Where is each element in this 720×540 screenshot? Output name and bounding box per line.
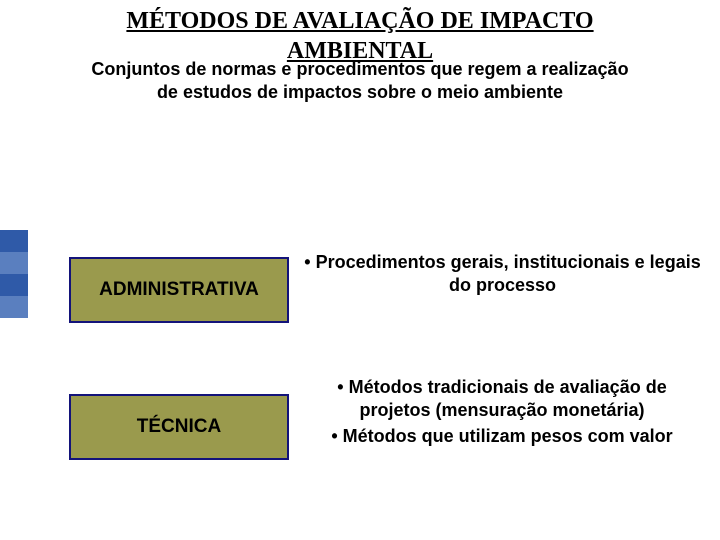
subtitle-line1: Conjuntos de normas e procedimentos que … xyxy=(40,58,680,81)
slide-subtitle: Conjuntos de normas e procedimentos que … xyxy=(40,58,680,103)
side-tabs xyxy=(0,230,28,318)
bullet-item: • Métodos tradicionais de avaliação de p… xyxy=(302,376,702,421)
side-tab-2 xyxy=(0,252,28,274)
side-tab-4 xyxy=(0,296,28,318)
category-box-tecnica: TÉCNICA xyxy=(69,394,289,460)
side-tab-1 xyxy=(0,230,28,252)
bullets-administrativa: • Procedimentos gerais, institucionais e… xyxy=(300,251,705,300)
side-tab-3 xyxy=(0,274,28,296)
subtitle-line2: de estudos de impactos sobre o meio ambi… xyxy=(40,81,680,104)
category-label-2: TÉCNICA xyxy=(137,416,221,438)
bullet-item: • Procedimentos gerais, institucionais e… xyxy=(300,251,705,296)
bullets-tecnica: • Métodos tradicionais de avaliação de p… xyxy=(302,376,702,452)
category-label-1: ADMINISTRATIVA xyxy=(99,279,259,301)
title-text-1: MÉTODOS DE AVALIAÇÃO DE IMPACTO xyxy=(126,8,593,34)
slide-title-line1: MÉTODOS DE AVALIAÇÃO DE IMPACTO xyxy=(0,8,720,35)
bullet-item: • Métodos que utilizam pesos com valor xyxy=(302,425,702,448)
category-box-administrativa: ADMINISTRATIVA xyxy=(69,257,289,323)
